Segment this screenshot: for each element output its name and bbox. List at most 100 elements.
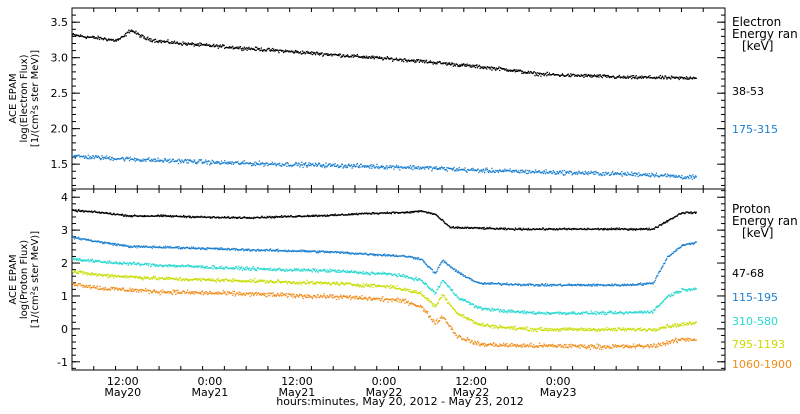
data-point (385, 168, 386, 169)
data-point (609, 312, 610, 313)
data-point (342, 164, 343, 165)
data-point (544, 75, 545, 76)
data-point (135, 158, 136, 159)
data-point (605, 312, 606, 313)
data-point (331, 55, 332, 56)
data-point (122, 214, 123, 215)
data-point (557, 171, 558, 172)
data-point (386, 165, 387, 166)
data-point (201, 266, 202, 267)
data-point (135, 31, 136, 32)
data-point (475, 67, 476, 68)
data-point (470, 65, 471, 66)
data-point (316, 269, 317, 270)
data-point (98, 240, 99, 241)
data-point (330, 166, 331, 167)
data-point (397, 167, 398, 168)
data-point (446, 169, 447, 170)
data-point (352, 55, 353, 56)
data-point (346, 167, 347, 168)
data-point (510, 69, 511, 70)
data-point (237, 48, 238, 49)
data-point (457, 272, 458, 273)
data-point (689, 243, 690, 244)
data-point (94, 157, 95, 158)
data-point (570, 76, 571, 77)
data-point (545, 283, 546, 284)
data-point (502, 309, 503, 310)
data-point (587, 229, 588, 230)
data-point (275, 270, 276, 271)
data-point (612, 171, 613, 172)
data-point (91, 210, 92, 211)
data-point (152, 248, 153, 249)
data-point (178, 163, 179, 164)
data-point (664, 78, 665, 79)
data-point (113, 245, 114, 246)
data-point (673, 252, 674, 253)
data-point (237, 268, 238, 269)
data-point (461, 298, 462, 299)
data-point (177, 160, 178, 161)
data-point (191, 44, 192, 45)
data-point (436, 63, 437, 64)
data-point (423, 167, 424, 168)
data-point (396, 274, 397, 275)
data-point (423, 60, 424, 61)
data-point (590, 173, 591, 174)
data-point (675, 175, 676, 176)
data-point (633, 175, 634, 176)
data-point (131, 29, 132, 30)
data-point (418, 166, 419, 167)
data-point (327, 55, 328, 56)
data-point (616, 174, 617, 175)
data-point (691, 176, 692, 177)
data-point (271, 164, 272, 165)
data-point (640, 228, 641, 229)
data-point (545, 73, 546, 74)
data-point (665, 75, 666, 76)
data-point (255, 165, 256, 166)
data-point (428, 168, 429, 169)
data-point (640, 310, 641, 311)
data-point (631, 78, 632, 79)
data-point (325, 166, 326, 167)
data-point (370, 164, 371, 165)
data-point (580, 313, 581, 314)
data-point (278, 52, 279, 53)
data-point (200, 265, 201, 266)
data-point (248, 269, 249, 270)
data-point (522, 229, 523, 230)
electron-legend-item: 38-53 (732, 85, 764, 98)
data-point (513, 170, 514, 171)
data-point (326, 53, 327, 54)
data-point (426, 264, 427, 265)
data-point (272, 270, 273, 271)
data-point (590, 284, 591, 285)
data-point (653, 311, 654, 312)
data-point (301, 164, 302, 165)
data-point (148, 40, 149, 41)
data-point (470, 66, 471, 67)
data-point (160, 40, 161, 41)
data-point (133, 262, 134, 263)
data-point (471, 168, 472, 169)
data-point (656, 276, 657, 277)
data-point (515, 69, 516, 70)
data-point (551, 285, 552, 286)
data-point (331, 54, 332, 55)
data-point (323, 55, 324, 56)
data-point (167, 41, 168, 42)
data-point (116, 244, 117, 245)
data-point (416, 167, 417, 168)
data-point (353, 164, 354, 165)
data-point (356, 213, 357, 214)
data-point (506, 311, 507, 312)
data-point (273, 270, 274, 271)
data-point (640, 282, 641, 283)
data-point (548, 74, 549, 75)
data-point (301, 269, 302, 270)
data-point (206, 43, 207, 44)
data-point (88, 259, 89, 260)
